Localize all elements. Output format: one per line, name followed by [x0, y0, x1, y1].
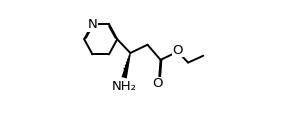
- Text: NH₂: NH₂: [112, 80, 137, 93]
- Text: O: O: [172, 44, 183, 57]
- Polygon shape: [122, 53, 131, 78]
- Text: O: O: [152, 77, 162, 90]
- Text: N: N: [87, 18, 97, 31]
